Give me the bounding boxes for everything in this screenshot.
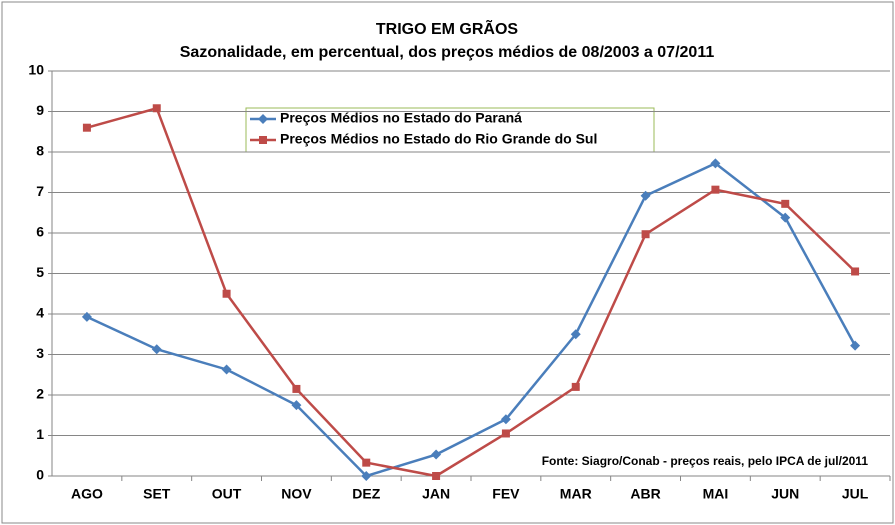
y-tick-label: 4 bbox=[36, 305, 44, 321]
point bbox=[151, 344, 162, 355]
point bbox=[571, 382, 580, 391]
chart-title: TRIGO EM GRÃOS bbox=[376, 18, 519, 38]
point bbox=[501, 429, 510, 438]
y-tick-label: 1 bbox=[36, 426, 44, 442]
y-tick-label: 5 bbox=[36, 264, 44, 280]
point bbox=[641, 230, 650, 239]
x-tick-label: JAN bbox=[422, 486, 450, 502]
legend-label: Preços Médios no Estado do Rio Grande do… bbox=[280, 131, 597, 147]
point bbox=[780, 212, 791, 223]
chart-subtitle: Sazonalidade, em percentual, dos preços … bbox=[180, 44, 715, 61]
x-tick-label: DEZ bbox=[352, 486, 380, 502]
point bbox=[152, 104, 161, 113]
legend-box bbox=[245, 107, 655, 153]
point bbox=[432, 472, 441, 480]
point bbox=[221, 364, 232, 375]
y-tick-label: 7 bbox=[36, 183, 44, 199]
y-tick-label: 3 bbox=[36, 345, 44, 361]
point bbox=[362, 458, 371, 467]
point bbox=[710, 158, 721, 169]
legend-label: Preços Médios no Estado do Paraná bbox=[280, 110, 522, 126]
y-tick-label: 9 bbox=[36, 102, 44, 118]
point bbox=[292, 384, 301, 393]
x-tick-label: MAR bbox=[560, 486, 592, 502]
x-tick-label: JUN bbox=[771, 486, 799, 502]
point bbox=[711, 185, 720, 194]
y-tick-label: 8 bbox=[36, 143, 44, 159]
x-tick-label: ABR bbox=[630, 486, 660, 502]
legend-marker bbox=[259, 136, 267, 144]
point bbox=[570, 329, 581, 340]
annotation: Fonte: Siagro/Conab - preços reais, pelo… bbox=[542, 454, 869, 468]
point bbox=[851, 267, 860, 276]
x-tick-label: MAI bbox=[703, 486, 729, 502]
point bbox=[361, 471, 372, 481]
point bbox=[291, 400, 302, 411]
point bbox=[500, 414, 511, 425]
point bbox=[781, 199, 790, 208]
point bbox=[81, 311, 92, 322]
x-tick-label: JUL bbox=[842, 486, 869, 502]
y-tick-label: 0 bbox=[36, 467, 44, 483]
point bbox=[222, 289, 231, 298]
x-tick-label: AGO bbox=[71, 486, 103, 502]
x-tick-label: SET bbox=[143, 486, 171, 502]
point bbox=[850, 340, 861, 351]
y-tick-label: 6 bbox=[36, 224, 44, 240]
point bbox=[640, 190, 651, 201]
series-line bbox=[86, 161, 857, 478]
point bbox=[82, 123, 91, 132]
x-tick-label: OUT bbox=[212, 486, 242, 502]
series-line bbox=[86, 106, 856, 478]
y-tick-label: 10 bbox=[28, 62, 44, 78]
point bbox=[431, 449, 442, 460]
y-tick-label: 2 bbox=[36, 386, 44, 402]
x-tick-label: FEV bbox=[492, 486, 520, 502]
x-tick-label: NOV bbox=[281, 486, 312, 502]
legend-marker bbox=[258, 114, 268, 124]
